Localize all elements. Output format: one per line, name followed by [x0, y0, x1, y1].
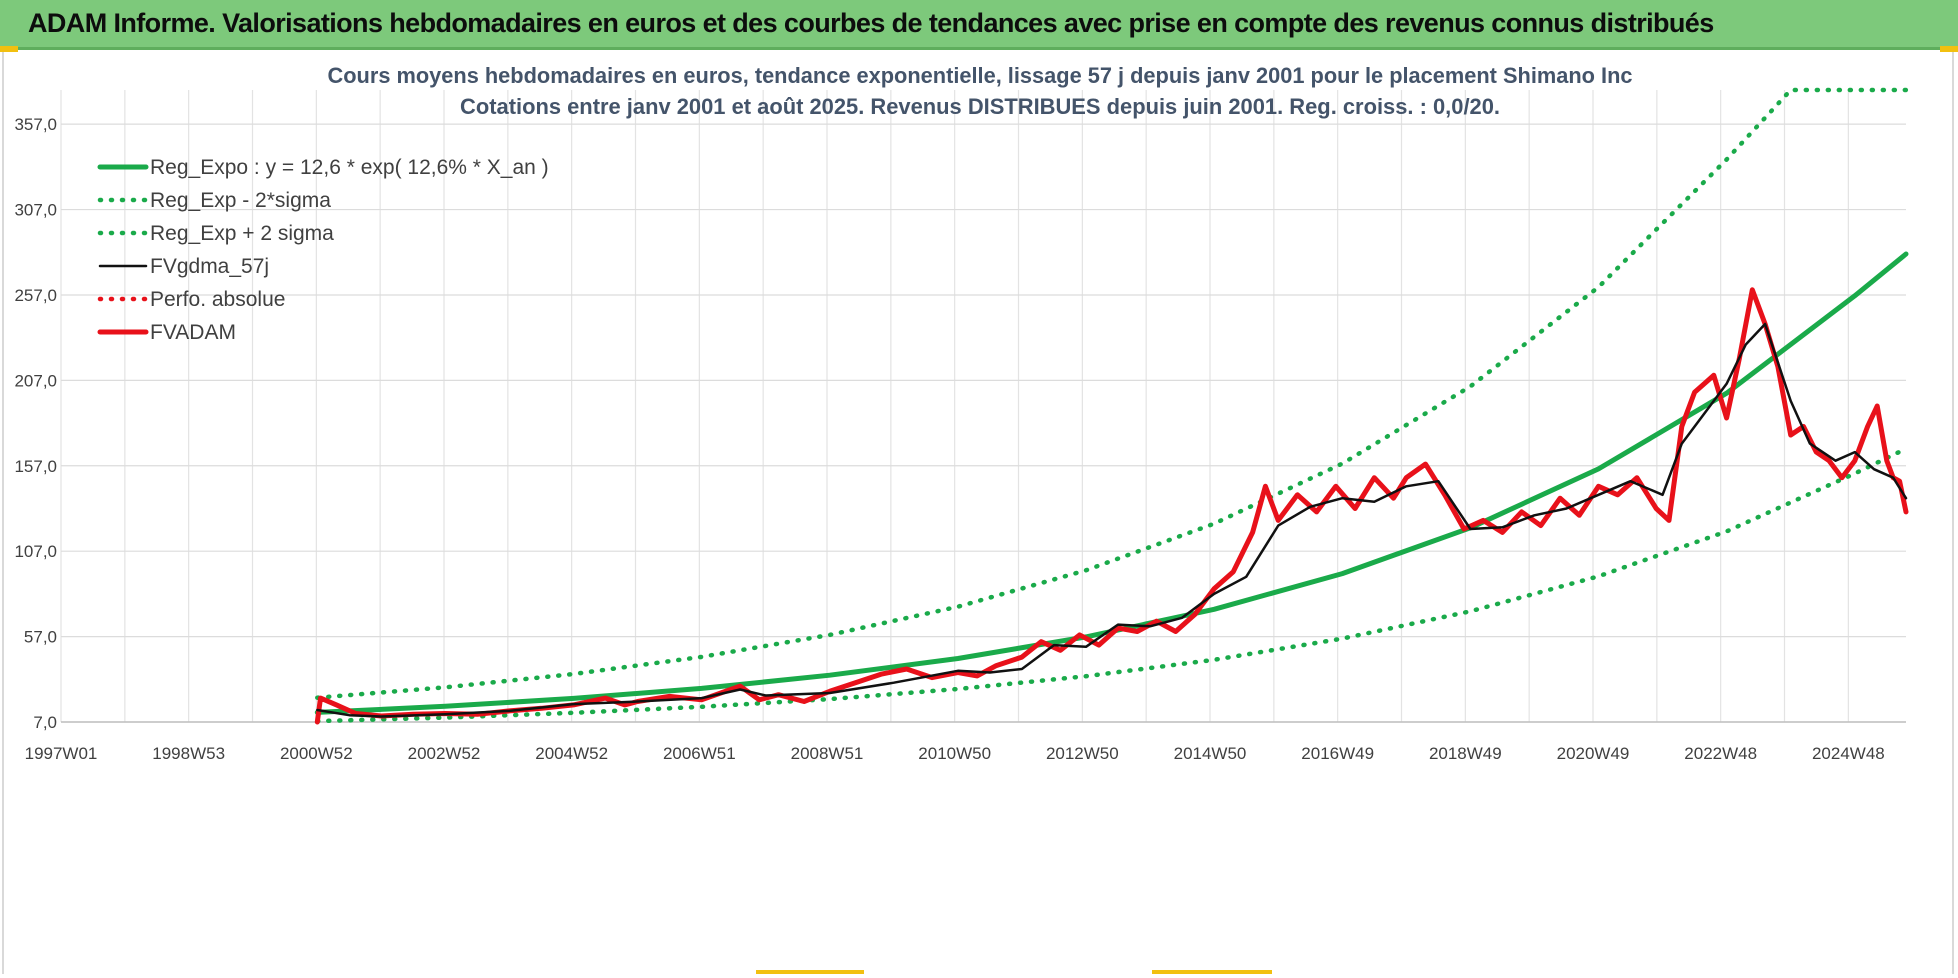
x-tick-label: 2006W51	[663, 744, 736, 763]
series-layer	[314, 87, 1909, 725]
y-tick-label: 357,0	[14, 115, 57, 134]
x-tick-label: 2002W52	[408, 744, 481, 763]
legend-label: Reg_Exp - 2*sigma	[150, 189, 331, 212]
report-title: ADAM Informe. Valorisations hebdomadaire…	[28, 8, 1714, 38]
x-tick-label: 2018W49	[1429, 744, 1502, 763]
legend-label: Reg_Exp + 2 sigma	[150, 222, 334, 245]
x-tick-label: 2014W50	[1174, 744, 1247, 763]
y-tick-label: 157,0	[14, 457, 57, 476]
x-tick-label: 2008W51	[791, 744, 864, 763]
series-line	[315, 87, 1909, 700]
grid	[60, 90, 1906, 723]
bottom-accent	[756, 970, 864, 974]
series-line	[314, 287, 1909, 725]
corner-accent-left	[0, 46, 18, 52]
y-tick-label: 307,0	[14, 201, 57, 220]
x-tick-label: 2012W50	[1046, 744, 1119, 763]
x-tick-label: 1997W01	[25, 744, 98, 763]
corner-accent-right	[1940, 46, 1958, 52]
x-tick-label: 2020W49	[1557, 744, 1630, 763]
y-tick-label: 57,0	[24, 628, 57, 647]
chart-subtitle: Cotations entre janv 2001 et août 2025. …	[460, 94, 1500, 119]
report-banner: ADAM Informe. Valorisations hebdomadaire…	[0, 0, 1958, 50]
bottom-accent	[1152, 970, 1272, 974]
legend-label: Perfo. absolue	[150, 288, 285, 311]
x-tick-label: 2024W48	[1812, 744, 1885, 763]
x-tick-label: 2000W52	[280, 744, 353, 763]
chart-frame: 7,0 57,0 107,0 157,0 207,0 257,0 307,0 357,0 199…	[2, 52, 1954, 974]
y-tick-label: 107,0	[14, 542, 57, 561]
axes: 7,0 57,0 107,0 157,0 207,0 257,0 307,0 357,0 199…	[14, 115, 1906, 763]
x-tick-label: 2004W52	[535, 744, 608, 763]
x-tick-label: 2022W48	[1684, 744, 1757, 763]
series-line	[316, 322, 1908, 718]
series-line	[315, 446, 1909, 724]
chart-titles: Cours moyens hebdomadaires en euros, ten…	[328, 63, 1633, 119]
x-tick-label: 1998W53	[152, 744, 225, 763]
x-tick-label: 2010W50	[918, 744, 991, 763]
y-tick-label: 257,0	[14, 286, 57, 305]
y-tick-label: 207,0	[14, 371, 57, 390]
legend-label: FVADAM	[150, 321, 236, 344]
chart-title: Cours moyens hebdomadaires en euros, ten…	[328, 63, 1633, 88]
legend: Reg_Expo : y = 12,6 * exp( 12,6% * X_an …	[97, 156, 549, 344]
chart-svg: 7,0 57,0 107,0 157,0 207,0 257,0 307,0 357,0 199…	[14, 63, 1909, 763]
legend-label: FVgdma_57j	[150, 255, 269, 278]
legend-label: Reg_Expo : y = 12,6 * exp( 12,6% * X_an …	[150, 156, 549, 179]
x-tick-label: 2016W49	[1301, 744, 1374, 763]
y-tick-label: 7,0	[33, 713, 57, 732]
